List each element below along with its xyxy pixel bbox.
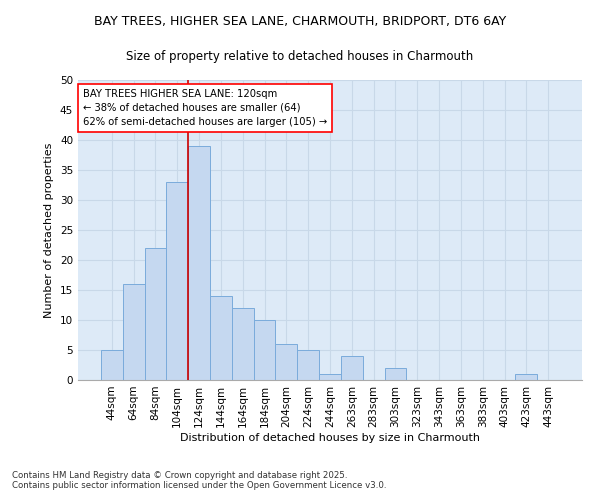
Bar xyxy=(123,284,145,380)
Bar xyxy=(145,248,166,380)
Text: Contains HM Land Registry data © Crown copyright and database right 2025.
Contai: Contains HM Land Registry data © Crown c… xyxy=(12,470,386,490)
Bar xyxy=(101,350,123,380)
Bar xyxy=(210,296,232,380)
Text: BAY TREES, HIGHER SEA LANE, CHARMOUTH, BRIDPORT, DT6 6AY: BAY TREES, HIGHER SEA LANE, CHARMOUTH, B… xyxy=(94,15,506,28)
Bar xyxy=(275,344,297,380)
Y-axis label: Number of detached properties: Number of detached properties xyxy=(44,142,55,318)
Bar xyxy=(341,356,363,380)
Bar xyxy=(515,374,537,380)
Bar xyxy=(166,182,188,380)
Text: Size of property relative to detached houses in Charmouth: Size of property relative to detached ho… xyxy=(127,50,473,63)
Bar xyxy=(188,146,210,380)
X-axis label: Distribution of detached houses by size in Charmouth: Distribution of detached houses by size … xyxy=(180,432,480,442)
Bar xyxy=(385,368,406,380)
Bar xyxy=(319,374,341,380)
Bar xyxy=(232,308,254,380)
Text: BAY TREES HIGHER SEA LANE: 120sqm
← 38% of detached houses are smaller (64)
62% : BAY TREES HIGHER SEA LANE: 120sqm ← 38% … xyxy=(83,89,327,127)
Bar xyxy=(297,350,319,380)
Bar xyxy=(254,320,275,380)
